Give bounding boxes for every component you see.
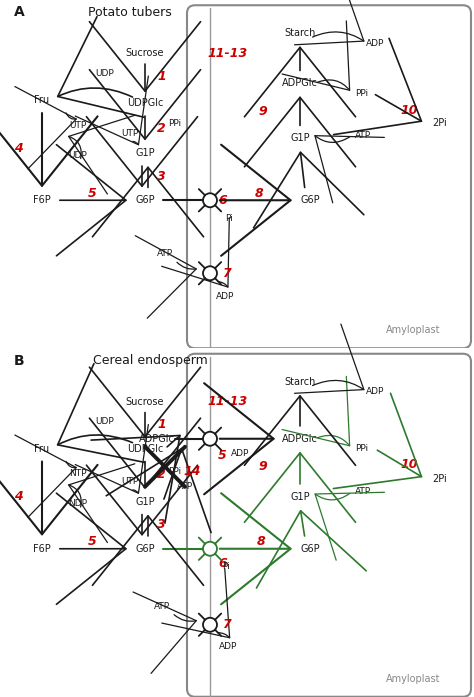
Text: Fru: Fru [35,444,50,454]
Text: 9: 9 [258,105,267,118]
Text: UDP: UDP [96,69,114,78]
Text: ATP: ATP [355,487,371,496]
Text: ADP: ADP [366,388,384,397]
Text: PPi: PPi [355,444,368,453]
Text: 2Pi: 2Pi [433,474,447,484]
Text: 5: 5 [218,449,227,461]
Text: G6P: G6P [300,195,320,205]
Text: G1P: G1P [135,497,155,507]
Text: ADP: ADP [366,39,384,48]
FancyBboxPatch shape [187,354,471,697]
FancyBboxPatch shape [187,6,471,348]
Text: 11-13: 11-13 [208,47,248,60]
Text: ATP: ATP [154,602,170,611]
Text: 7: 7 [222,618,231,631]
Text: 2: 2 [157,122,166,135]
Text: 9: 9 [258,460,267,473]
Text: 14: 14 [183,466,201,478]
Text: 3: 3 [157,519,166,531]
Text: Cereal endosperm: Cereal endosperm [92,354,207,367]
Text: UDPGlc: UDPGlc [127,98,163,108]
Text: 10: 10 [400,458,418,471]
Text: ADPGlc: ADPGlc [282,78,318,89]
Text: UDP: UDP [96,418,114,427]
Text: 6: 6 [218,194,227,207]
Text: B: B [14,354,25,368]
Circle shape [203,618,217,631]
Text: NDP: NDP [69,499,88,508]
Text: F6P: F6P [33,544,51,553]
Text: 6: 6 [218,557,227,569]
Text: G1P: G1P [290,492,310,502]
Text: 4: 4 [14,490,23,503]
Text: 1: 1 [157,70,166,83]
Text: A: A [14,6,25,20]
Text: Amyloplast: Amyloplast [385,325,440,335]
Text: Fru: Fru [35,95,50,105]
Text: 8: 8 [257,535,266,549]
Text: UTP: UTP [121,477,138,487]
Circle shape [203,542,217,556]
Circle shape [203,193,217,207]
Text: UTP: UTP [121,129,138,138]
Text: UDPGlc: UDPGlc [127,444,163,454]
Text: ADP: ADP [219,642,237,651]
Text: Amyloplast: Amyloplast [385,674,440,684]
Text: Sucrose: Sucrose [126,397,164,407]
Text: ATP: ATP [355,131,371,140]
Text: 8: 8 [255,187,264,200]
Text: PPi: PPi [168,467,181,476]
Text: 4: 4 [14,141,23,155]
Text: Pi: Pi [222,562,230,572]
Text: G6P: G6P [135,195,155,205]
Text: 10: 10 [400,104,418,117]
Text: ADPGlc: ADPGlc [139,434,175,444]
Text: G6P: G6P [300,544,320,553]
Text: 11-13: 11-13 [208,395,248,408]
Text: UTP: UTP [69,121,87,130]
Text: G1P: G1P [135,148,155,158]
Text: Starch: Starch [284,377,316,387]
Circle shape [203,431,217,446]
Text: 1: 1 [157,418,166,431]
Text: ATP: ATP [177,482,193,491]
Text: NTP: NTP [69,469,87,478]
Text: ATP: ATP [157,249,173,258]
Text: 7: 7 [222,267,231,279]
Text: ADP: ADP [231,450,249,458]
Text: F6P: F6P [33,195,51,205]
Text: ADP: ADP [216,292,234,300]
Text: PPi: PPi [355,89,368,98]
Text: 3: 3 [157,170,166,183]
Text: PPi: PPi [168,118,181,128]
Text: Potato tubers: Potato tubers [88,6,172,19]
Text: 5: 5 [88,187,96,200]
Text: 2: 2 [157,468,166,481]
Text: Sucrose: Sucrose [126,48,164,59]
Text: G6P: G6P [135,544,155,553]
Circle shape [203,266,217,280]
Text: 2Pi: 2Pi [433,118,447,128]
Text: G1P: G1P [290,133,310,144]
Text: Pi: Pi [225,214,233,223]
Text: Starch: Starch [284,29,316,38]
Text: UDP: UDP [69,151,87,160]
Text: ADPGlc: ADPGlc [282,434,318,444]
Text: 5: 5 [88,535,96,549]
